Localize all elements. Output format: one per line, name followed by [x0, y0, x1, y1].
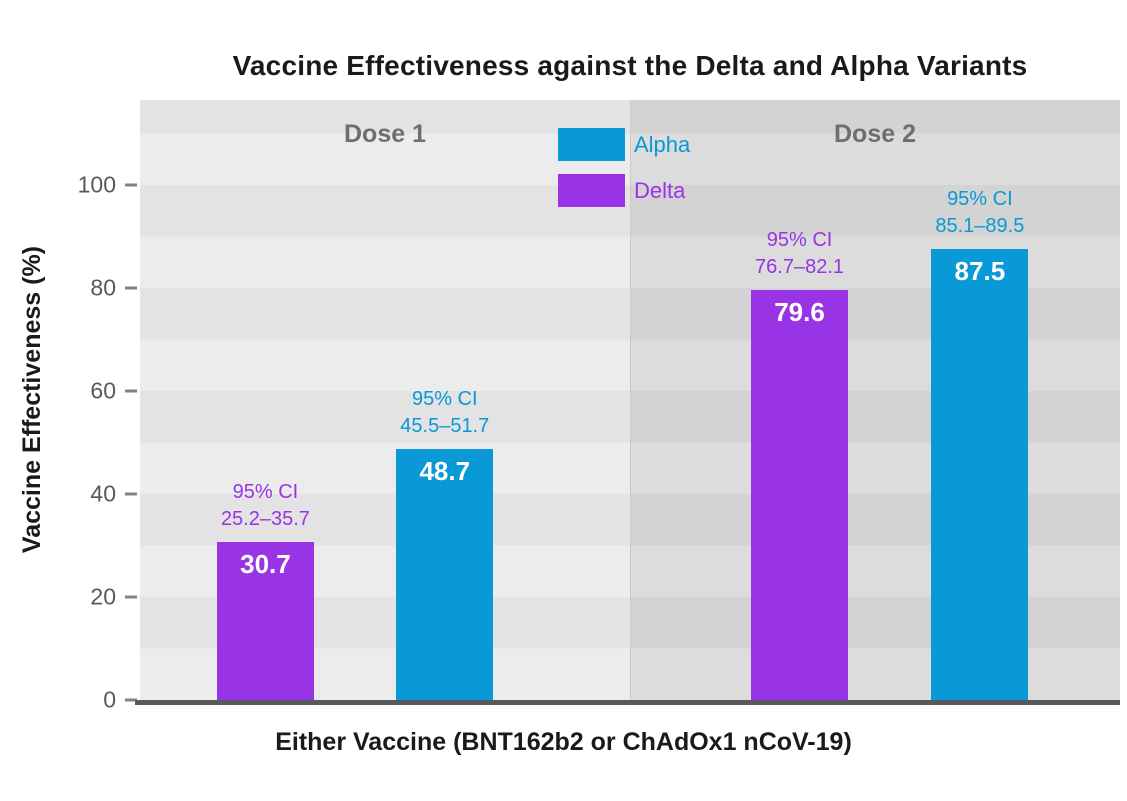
y-tick-mark-0	[125, 698, 137, 702]
bar-dose1-delta: 95% CI 25.2–35.7 30.7	[216, 481, 314, 700]
legend-item-alpha: Alpha	[558, 128, 690, 161]
y-tick-label-80: 80	[90, 274, 116, 301]
legend-item-delta: Delta	[558, 174, 690, 207]
bar-value-label: 48.7	[419, 456, 471, 486]
legend-swatch-delta	[558, 174, 625, 207]
panel-label-dose2: Dose 2	[834, 120, 916, 148]
y-tick-mark-40	[125, 492, 137, 496]
legend-label-delta: Delta	[634, 177, 686, 203]
bar-value-label: 87.5	[954, 256, 1006, 286]
y-axis-title: Vaccine Effectiveness (%)	[10, 100, 54, 700]
y-axis-title-text: Vaccine Effectiveness (%)	[17, 246, 46, 554]
legend-swatch-alpha	[558, 128, 625, 161]
y-tick-mark-60	[125, 389, 137, 393]
y-tick-label-60: 60	[90, 377, 116, 404]
x-axis-title: Either Vaccine (BNT162b2 or ChAdOx1 nCoV…	[275, 728, 852, 756]
legend: Alpha Delta	[558, 128, 690, 207]
panel-label-dose1: Dose 1	[344, 120, 426, 148]
y-tick-label-20: 20	[90, 583, 116, 610]
ci-annotation: 95% CI 76.7–82.1	[755, 229, 845, 278]
legend-label-alpha: Alpha	[634, 131, 691, 157]
x-axis-line	[135, 700, 1120, 705]
ci-annotation: 95% CI 25.2–35.7	[220, 481, 310, 530]
bar-dose2-alpha: 95% CI 85.1–89.5 87.5	[931, 188, 1029, 700]
ci-annotation: 95% CI 45.5–51.7	[400, 388, 490, 437]
panel-dose2-background	[630, 100, 1120, 700]
bar-value-label: 79.6	[774, 297, 825, 327]
bar-value-label: 30.7	[240, 549, 291, 579]
bar-dose1-alpha: 95% CI 45.5–51.7 48.7	[396, 388, 494, 700]
bar-dose2-delta: 95% CI 76.7–82.1 79.6	[751, 229, 849, 700]
y-tick-label-40: 40	[90, 480, 116, 507]
y-tick-label-100: 100	[77, 171, 116, 198]
y-tick-label-0: 0	[103, 686, 116, 713]
ci-annotation: 95% CI 85.1–89.5	[935, 188, 1025, 237]
plot-area: Dose 1 Dose 2 Alpha Delta 0 20 40 60 80 100 9…	[78, 100, 1120, 713]
y-tick-mark-20	[125, 595, 137, 599]
y-tick-mark-100	[125, 183, 137, 187]
y-tick-mark-80	[125, 286, 137, 290]
chart-title: Vaccine Effectiveness against the Delta …	[232, 50, 1028, 81]
